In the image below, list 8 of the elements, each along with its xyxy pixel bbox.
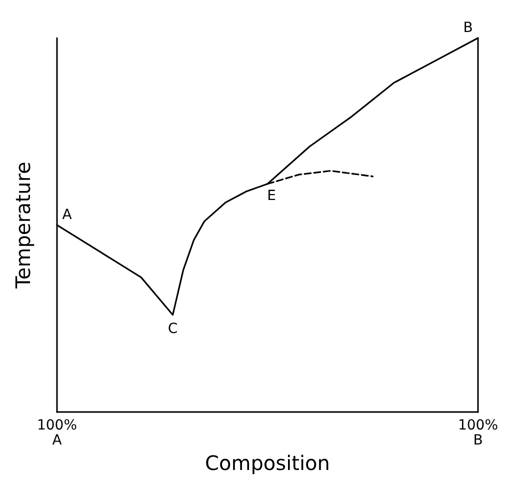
x-axis-title: Composition [205, 451, 330, 475]
x-tick-label: 100% B [458, 418, 498, 449]
annotation: C [168, 320, 178, 337]
annotation: E [267, 188, 276, 204]
x-tick-label: 100% A [36, 418, 78, 449]
annotation: B [463, 20, 473, 36]
y-axis-title: Temperature [11, 162, 35, 290]
annotation: A [62, 207, 72, 224]
